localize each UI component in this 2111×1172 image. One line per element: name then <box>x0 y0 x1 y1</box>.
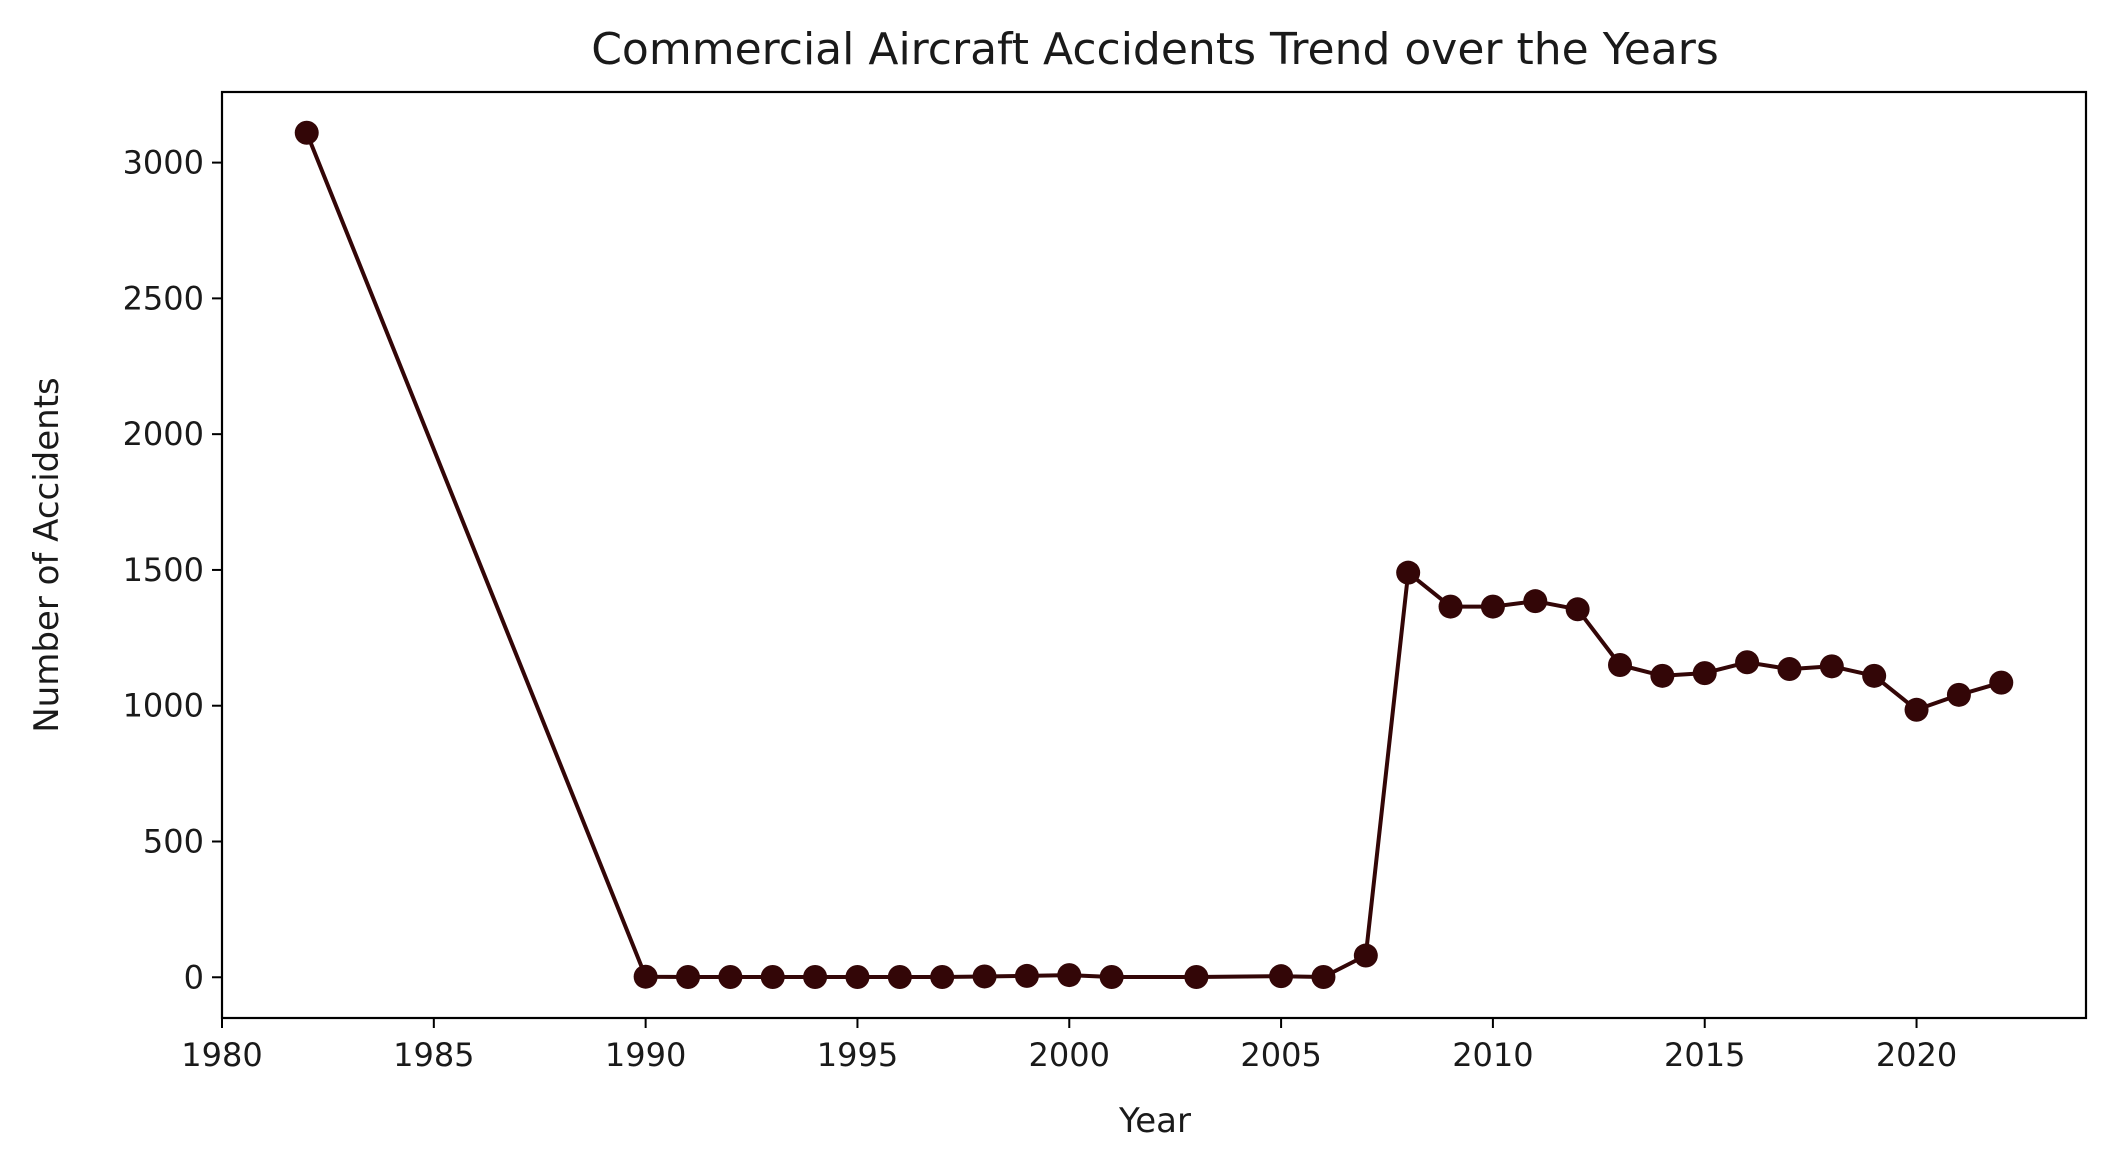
data-point <box>1946 682 1971 707</box>
data-point <box>1692 661 1717 686</box>
x-axis: 1980 1985 1990 1995 2000 2005 2010 2015 2020 <box>181 1018 1957 1074</box>
data-point <box>1862 663 1887 688</box>
data-point <box>1777 657 1802 682</box>
series-line <box>304 131 2002 979</box>
y-tick-label: 3000 <box>123 144 204 182</box>
y-tick-label: 500 <box>143 822 204 860</box>
y-tick-label: 1000 <box>123 687 204 725</box>
data-point <box>1014 963 1039 988</box>
data-point <box>1565 597 1590 622</box>
series-layer <box>294 120 2014 989</box>
x-tick-label: 1990 <box>605 1036 686 1074</box>
data-point <box>887 964 912 989</box>
data-point <box>760 964 785 989</box>
data-point <box>1819 654 1844 679</box>
data-point <box>803 964 828 989</box>
data-point <box>1523 589 1548 614</box>
x-tick-label: 2020 <box>1876 1036 1957 1074</box>
data-point <box>1735 650 1760 675</box>
data-point <box>1353 943 1378 968</box>
data-point <box>294 120 319 145</box>
data-point <box>1396 560 1421 585</box>
data-point <box>1608 652 1632 677</box>
y-tick-label: 1500 <box>123 551 204 589</box>
chart-title: Commercial Aircraft Accidents Trend over… <box>591 24 1719 75</box>
y-tick-label: 2500 <box>123 279 204 317</box>
data-point <box>972 964 997 989</box>
x-tick-label: 2005 <box>1240 1036 1321 1074</box>
data-point <box>1269 964 1294 989</box>
y-tick-label: 2000 <box>123 415 204 453</box>
data-point <box>1184 964 1209 989</box>
data-point <box>1438 594 1463 619</box>
data-point <box>676 964 700 989</box>
data-point <box>1904 697 1929 722</box>
data-point <box>1311 964 1336 989</box>
data-point <box>1099 964 1124 989</box>
y-axis: 0 500 1000 1500 2000 2500 3000 <box>123 144 222 996</box>
x-tick-label: 2015 <box>1664 1036 1745 1074</box>
data-point <box>1057 963 1082 988</box>
x-tick-label: 1985 <box>393 1036 474 1074</box>
x-tick-label: 2000 <box>1029 1036 1110 1074</box>
x-tick-label: 1980 <box>181 1036 262 1074</box>
y-axis-label: Number of Accidents <box>27 377 67 733</box>
data-point <box>930 964 955 989</box>
data-point <box>1989 670 2014 695</box>
data-point <box>633 964 658 989</box>
data-point <box>1480 594 1505 619</box>
data-point <box>845 964 870 989</box>
x-tick-label: 2010 <box>1452 1036 1533 1074</box>
plot-frame <box>220 90 2088 1020</box>
data-point <box>718 964 743 989</box>
y-tick-label: 0 <box>184 958 204 996</box>
data-point <box>1650 663 1675 688</box>
x-tick-label: 1995 <box>817 1036 898 1074</box>
x-axis-label: Year <box>1118 1101 1191 1141</box>
